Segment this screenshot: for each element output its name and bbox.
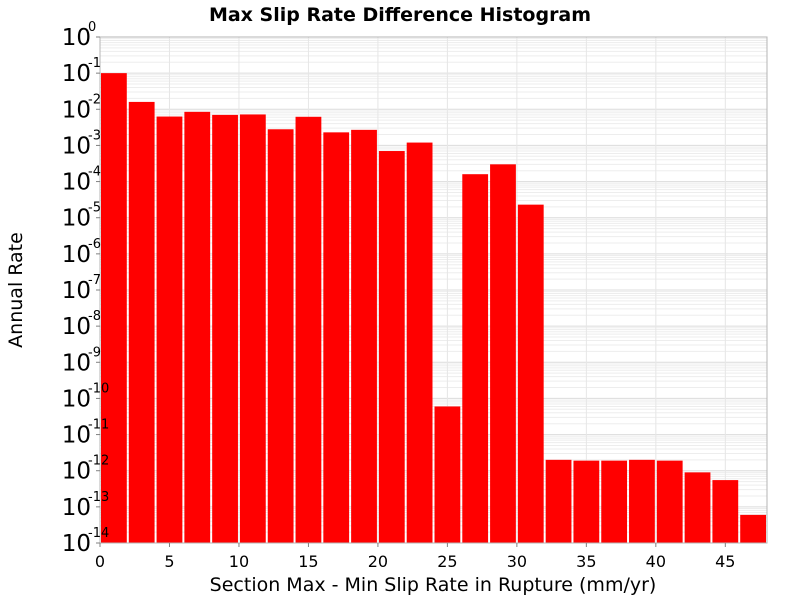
y-tick-label-exponent: -9	[88, 345, 101, 360]
histogram-bar	[490, 164, 516, 543]
y-tick-label-base: 10	[62, 133, 91, 159]
y-tick-label-base: 10	[62, 350, 91, 376]
x-tick-label: 15	[298, 552, 318, 571]
histogram-bar	[517, 204, 544, 543]
y-tick-label-base: 10	[62, 170, 91, 196]
y-tick-label-exponent: 0	[88, 20, 96, 35]
y-tick-label-exponent: -5	[88, 201, 101, 216]
y-tick-label-base: 10	[62, 459, 91, 485]
y-tick-label-exponent: -10	[88, 381, 109, 396]
x-tick-label: 5	[164, 552, 174, 571]
y-tick-label-exponent: -2	[88, 92, 101, 107]
y-tick-label-exponent: -7	[88, 273, 101, 288]
x-tick-label: 25	[437, 552, 457, 571]
y-tick-label-base: 10	[62, 278, 91, 304]
histogram-bar	[267, 129, 294, 543]
y-tick-label-base: 10	[62, 242, 91, 268]
histogram-bar	[462, 174, 489, 543]
histogram-bar	[573, 460, 600, 543]
y-tick-label-base: 10	[62, 495, 91, 521]
histogram-bar	[295, 116, 322, 543]
y-tick-label-base: 10	[62, 423, 91, 449]
y-axis-label: Annual Rate	[5, 232, 27, 348]
x-ticks-layer: 0 5 10 15 20 25 30 35 40 45	[95, 543, 735, 571]
histogram-bar	[712, 480, 739, 543]
histogram-bar	[656, 460, 683, 543]
y-tick-label-exponent: -8	[88, 309, 101, 324]
y-tick-label-exponent: -11	[88, 418, 109, 433]
y-tick-label-base: 10	[62, 531, 91, 557]
y-tick-label-base: 10	[62, 97, 91, 123]
x-tick-label: 30	[507, 552, 527, 571]
x-tick-label: 20	[368, 552, 388, 571]
y-tick-label-base: 10	[62, 61, 91, 87]
histogram-bar	[184, 111, 211, 543]
y-ticks-layer: 10010-110-210-310-410-510-610-710-810-91…	[62, 20, 110, 557]
y-tick-label-exponent: -13	[88, 490, 109, 505]
histogram-bar	[545, 459, 572, 543]
bars-layer	[101, 73, 766, 544]
x-tick-label: 10	[229, 552, 249, 571]
x-axis-label: Section Max - Min Slip Rate in Rupture (…	[210, 574, 657, 596]
y-tick-label-exponent: -12	[88, 454, 109, 469]
histogram-bar	[156, 116, 183, 543]
histogram-bar	[406, 142, 433, 543]
x-tick-label: 45	[715, 552, 735, 571]
y-tick-label-exponent: -14	[88, 526, 109, 541]
y-tick-label-exponent: -4	[88, 165, 101, 180]
histogram-bar	[212, 114, 238, 544]
histogram-bar	[128, 101, 155, 543]
histogram-bar	[601, 460, 628, 543]
histogram-bar	[323, 132, 350, 544]
histogram-bar	[434, 406, 461, 543]
histogram-bar	[740, 514, 766, 543]
histogram-bar	[239, 114, 266, 543]
grid-layer	[99, 37, 767, 544]
y-tick-label-base: 10	[62, 25, 91, 51]
y-tick-label-base: 10	[62, 314, 91, 340]
histogram-bar	[351, 129, 377, 543]
x-tick-label: 0	[95, 552, 105, 571]
y-tick-label-exponent: -1	[88, 56, 101, 71]
y-tick-label-exponent: -3	[88, 128, 101, 143]
histogram-bar	[101, 73, 127, 544]
histogram-bar	[684, 472, 711, 543]
y-tick-label-base: 10	[62, 386, 91, 412]
x-tick-label: 35	[576, 552, 596, 571]
histogram-bar	[629, 459, 655, 543]
histogram-bar	[378, 151, 405, 544]
y-tick-label-exponent: -6	[88, 237, 101, 252]
chart-title: Max Slip Rate Difference Histogram	[209, 4, 591, 26]
y-tick-label-base: 10	[62, 206, 91, 232]
x-tick-label: 40	[646, 552, 666, 571]
